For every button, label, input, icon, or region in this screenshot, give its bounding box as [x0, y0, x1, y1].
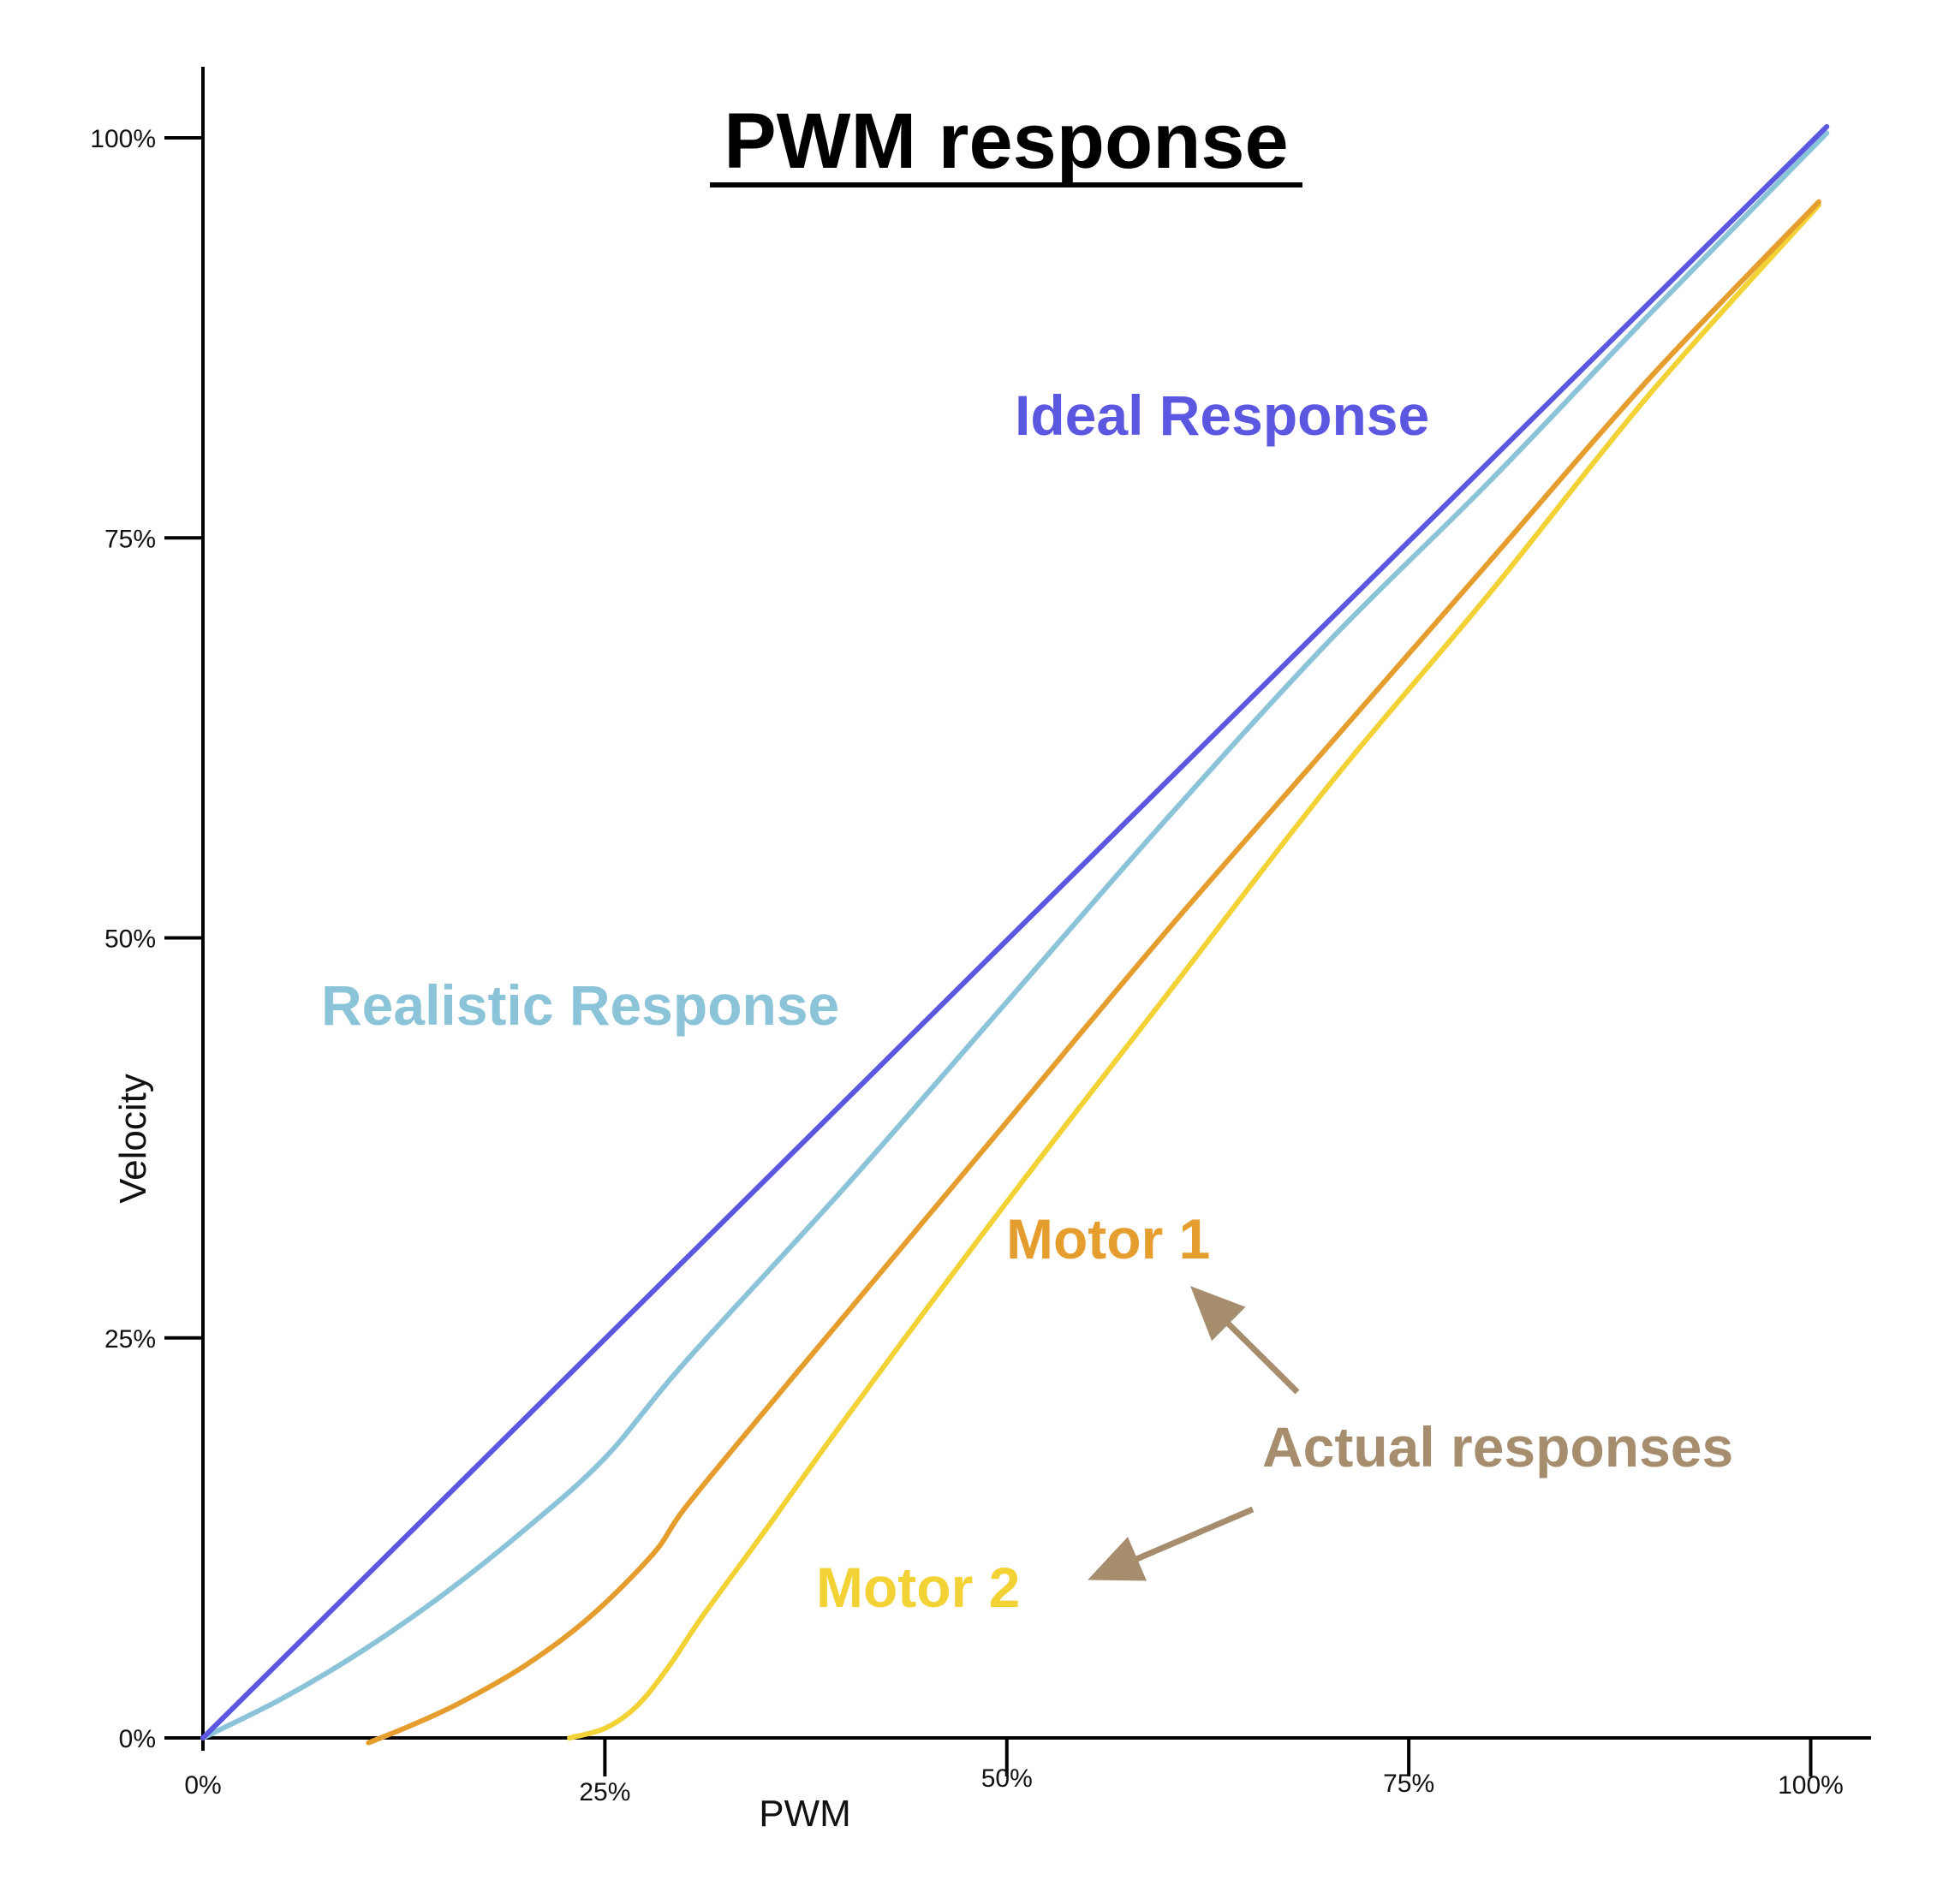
series-line-ideal-response [200, 123, 1830, 1740]
series-line-realistic-response [200, 130, 1830, 1740]
chart-title: PWM response [724, 98, 1288, 185]
actual-responses-label: Actual responses [1262, 1415, 1733, 1479]
y-tick-label: 0% [119, 1725, 156, 1753]
x-tick-label: 75% [1383, 1770, 1434, 1798]
y-tick-label: 25% [104, 1325, 156, 1354]
motor-1-label: Motor 1 [1006, 1207, 1210, 1270]
x-tick-label: 50% [981, 1764, 1033, 1793]
x-tick-label: 0% [184, 1771, 221, 1800]
arrow-to-motor-1 [1190, 1286, 1300, 1395]
series-line-motor-2 [567, 202, 1821, 1740]
axes: 0% 25% 50% 75% 100% 0% 25% 50% 75% 100% [90, 67, 1871, 1806]
y-tick-label: 75% [104, 525, 156, 553]
x-tick-label: 100% [1778, 1771, 1844, 1800]
arrow-to-motor-2 [1088, 1506, 1255, 1581]
realistic-response-label: Realistic Response [321, 973, 839, 1037]
motor-2-label: Motor 2 [816, 1556, 1020, 1619]
y-axis-title: Velocity [112, 1074, 154, 1204]
y-tick-label: 50% [104, 925, 156, 954]
y-tick-label: 100% [90, 125, 156, 153]
series-line-motor-1 [366, 199, 1821, 1746]
ideal-response-label: Ideal Response [1015, 384, 1429, 447]
x-tick-label: 25% [579, 1778, 630, 1806]
x-axis-title: PWM [759, 1793, 851, 1835]
series-layer [200, 123, 1830, 1746]
